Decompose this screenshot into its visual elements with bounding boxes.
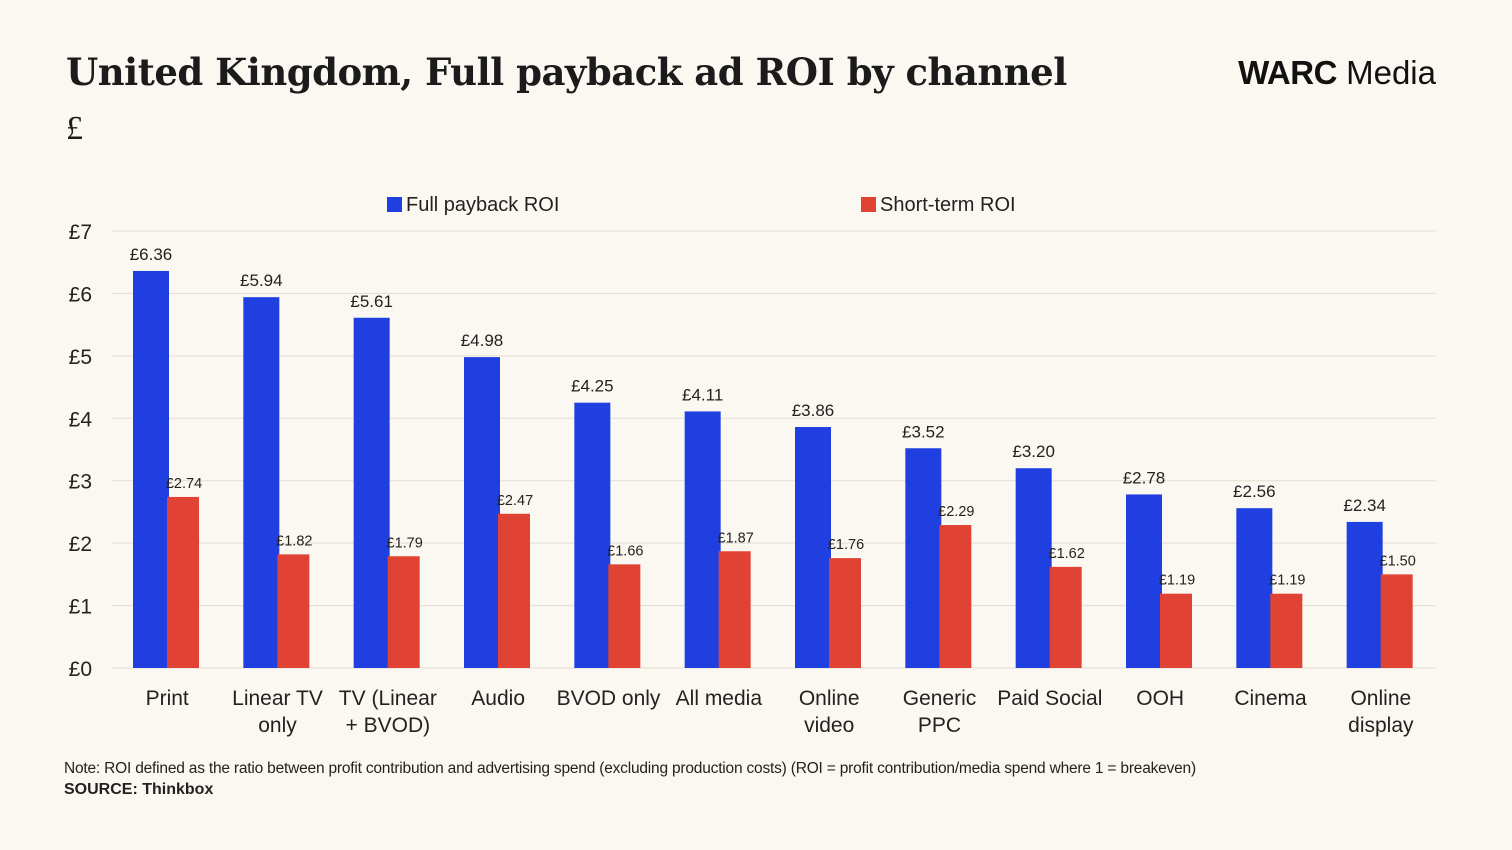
data-label-short-term: £2.47 (497, 493, 533, 509)
data-label-short-term: £1.82 (276, 533, 312, 549)
data-label-full-payback: £5.94 (240, 271, 283, 290)
bar-short-term (387, 556, 420, 668)
bar-short-term (718, 551, 751, 668)
page-title: United Kingdom, Full payback ad ROI by c… (66, 50, 1067, 94)
data-label-short-term: £2.29 (938, 504, 974, 520)
bar-short-term (1380, 574, 1413, 668)
bar-full-payback (1236, 508, 1273, 668)
data-label-short-term: £1.19 (1159, 573, 1195, 589)
bar-short-term (498, 513, 530, 668)
data-label-short-term: £1.19 (1269, 573, 1305, 589)
x-tick-label: Audio (471, 687, 525, 710)
x-tick-label: BVOD only (557, 687, 661, 710)
data-label-full-payback: £2.78 (1123, 468, 1166, 487)
x-tick-label: + BVOD) (346, 714, 431, 737)
y-tick-label: £3 (69, 471, 92, 494)
x-tick-label: OOH (1136, 687, 1184, 710)
footnote: Note: ROI defined as the ratio between p… (64, 760, 1196, 777)
data-label-short-term: £1.79 (387, 535, 423, 551)
x-tick-label: Print (146, 687, 189, 710)
currency-subtitle: £ (66, 110, 83, 147)
bar-full-payback (243, 297, 280, 668)
x-tick-label: Online (799, 687, 860, 710)
data-label-short-term: £1.87 (718, 530, 754, 546)
bar-full-payback (353, 317, 390, 668)
bar-short-term (1160, 593, 1192, 668)
y-tick-label: £5 (69, 346, 92, 369)
brand-logo-bold: WARC (1238, 54, 1337, 91)
legend-swatch (861, 197, 876, 212)
brand-logo-regular: Media (1336, 54, 1436, 91)
data-label-short-term: £2.74 (166, 476, 202, 492)
y-tick-label: £6 (69, 283, 92, 306)
bar-full-payback (1346, 521, 1383, 668)
bar-short-term (167, 496, 199, 668)
data-label-short-term: £1.76 (828, 537, 864, 553)
y-tick-label: £1 (69, 596, 92, 619)
data-label-full-payback: £4.11 (682, 385, 723, 404)
bar-short-term (608, 564, 641, 668)
x-tick-label: Linear TV (232, 687, 323, 710)
data-label-full-payback: £3.52 (902, 422, 945, 441)
bar-short-term (829, 558, 861, 668)
x-tick-label: Cinema (1234, 687, 1307, 710)
bar-full-payback (795, 427, 831, 668)
bar-full-payback (574, 402, 611, 668)
source-credit: SOURCE: Thinkbox (64, 781, 214, 798)
x-tick-label: video (804, 714, 854, 737)
x-tick-label: Generic (903, 687, 977, 710)
bar-full-payback (464, 357, 500, 668)
bar-full-payback (905, 448, 942, 668)
data-label-short-term: £1.62 (1049, 546, 1085, 562)
bar-short-term (1270, 593, 1303, 668)
bar-full-payback (1126, 494, 1162, 668)
brand-logo: WARC Media (1238, 54, 1436, 92)
x-tick-label: only (258, 714, 297, 737)
data-label-full-payback: £3.86 (792, 401, 835, 420)
data-label-full-payback: £4.25 (571, 377, 614, 396)
x-tick-label: Online (1350, 687, 1411, 710)
data-label-full-payback: £4.98 (461, 331, 504, 350)
y-tick-label: £2 (69, 533, 92, 556)
x-tick-label: PPC (918, 714, 961, 737)
y-tick-label: £7 (69, 221, 92, 244)
x-tick-label: display (1348, 714, 1414, 737)
legend-label: Full payback ROI (406, 194, 559, 216)
data-label-full-payback: £2.34 (1343, 496, 1386, 515)
legend-label: Short-term ROI (880, 194, 1016, 216)
data-label-full-payback: £3.20 (1012, 442, 1055, 461)
bar-full-payback (684, 411, 721, 668)
bar-full-payback (133, 270, 169, 668)
bar-short-term (1049, 566, 1082, 668)
legend-swatch (387, 197, 402, 212)
data-label-full-payback: £5.61 (350, 292, 393, 311)
data-label-short-term: £1.50 (1380, 553, 1416, 569)
bar-full-payback (1015, 468, 1052, 668)
x-tick-label: Paid Social (997, 687, 1102, 710)
bar-short-term (277, 554, 310, 668)
x-tick-label: All media (676, 687, 763, 710)
x-tick-label: TV (Linear (339, 687, 437, 710)
y-tick-label: £4 (69, 408, 93, 431)
bar-short-term (939, 525, 972, 668)
data-label-full-payback: £6.36 (130, 245, 173, 264)
y-tick-label: £0 (69, 658, 92, 681)
data-label-short-term: £1.66 (607, 543, 643, 559)
data-label-full-payback: £2.56 (1233, 482, 1276, 501)
